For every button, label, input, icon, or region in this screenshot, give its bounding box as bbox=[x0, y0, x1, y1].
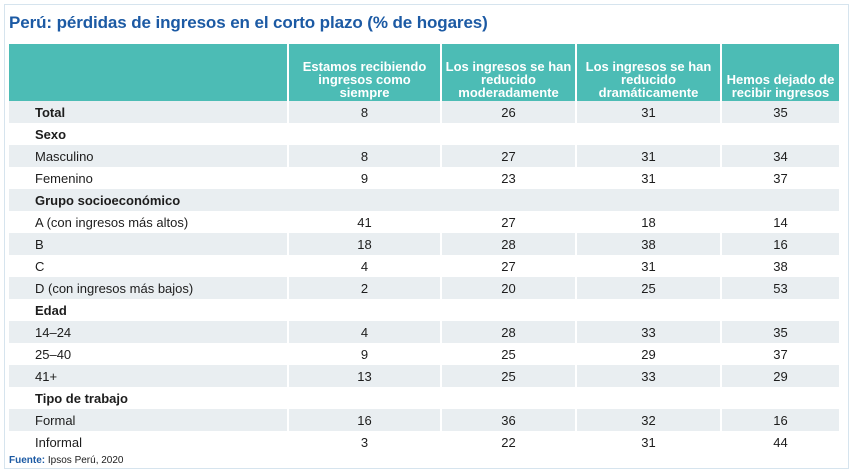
group-heading: Edad bbox=[9, 299, 839, 321]
header-col-2: Los ingresos se han reducido moderadamen… bbox=[440, 44, 576, 101]
group-heading: Tipo de trabajo bbox=[9, 387, 839, 409]
cell-value: 3 bbox=[287, 431, 441, 453]
group-row-edad: Edad bbox=[9, 299, 839, 321]
cell-value: 23 bbox=[440, 167, 576, 189]
group-row-grupo: Grupo socioeconómico bbox=[9, 189, 839, 211]
row-label: 41+ bbox=[9, 365, 288, 387]
cell-value: 37 bbox=[720, 343, 839, 365]
cell-value: 20 bbox=[440, 277, 576, 299]
cell-value: 32 bbox=[575, 409, 721, 431]
table-row-25-40: 25–40 9 25 29 37 bbox=[9, 343, 839, 365]
cell-value: 25 bbox=[440, 365, 576, 387]
cell-value: 35 bbox=[720, 321, 839, 343]
group-heading: Grupo socioeconómico bbox=[9, 189, 839, 211]
cell-value: 41 bbox=[287, 211, 441, 233]
cell-value: 37 bbox=[720, 167, 839, 189]
table-row-a: A (con ingresos más altos) 41 27 18 14 bbox=[9, 211, 839, 233]
table-row-formal: Formal 16 36 32 16 bbox=[9, 409, 839, 431]
table-row-femenino: Femenino 9 23 31 37 bbox=[9, 167, 839, 189]
cell-value: 33 bbox=[575, 321, 721, 343]
cell-value: 38 bbox=[720, 255, 839, 277]
cell-value: 31 bbox=[575, 145, 721, 167]
table-row-41plus: 41+ 13 25 33 29 bbox=[9, 365, 839, 387]
cell-value: 28 bbox=[440, 321, 576, 343]
cell-value: 44 bbox=[720, 431, 839, 453]
cell-value: 28 bbox=[440, 233, 576, 255]
income-loss-table: Estamos recibiendo ingresos como siempre… bbox=[9, 44, 839, 453]
cell-value: 27 bbox=[440, 145, 576, 167]
table-row-b: B 18 28 38 16 bbox=[9, 233, 839, 255]
cell-value: 35 bbox=[720, 101, 839, 123]
cell-value: 4 bbox=[287, 255, 441, 277]
cell-value: 9 bbox=[287, 167, 441, 189]
cell-value: 8 bbox=[287, 101, 441, 123]
table-row-masculino: Masculino 8 27 31 34 bbox=[9, 145, 839, 167]
header-blank bbox=[9, 44, 288, 101]
header-col-3: Los ingresos se han reducido dramáticame… bbox=[575, 44, 721, 101]
row-label: Femenino bbox=[9, 167, 288, 189]
cell-value: 31 bbox=[575, 255, 721, 277]
cell-value: 27 bbox=[440, 211, 576, 233]
row-label: Formal bbox=[9, 409, 288, 431]
header-row: Estamos recibiendo ingresos como siempre… bbox=[9, 44, 839, 101]
table-row-c: C 4 27 31 38 bbox=[9, 255, 839, 277]
cell-value: 16 bbox=[720, 233, 839, 255]
cell-value: 26 bbox=[440, 101, 576, 123]
group-heading: Sexo bbox=[9, 123, 839, 145]
cell-value: 31 bbox=[575, 101, 721, 123]
cell-value: 4 bbox=[287, 321, 441, 343]
cell-value: 29 bbox=[575, 343, 721, 365]
row-label: C bbox=[9, 255, 288, 277]
cell-value: 38 bbox=[575, 233, 721, 255]
row-label: Masculino bbox=[9, 145, 288, 167]
row-label: 25–40 bbox=[9, 343, 288, 365]
row-label: 14–24 bbox=[9, 321, 288, 343]
cell-value: 31 bbox=[575, 167, 721, 189]
cell-value: 27 bbox=[440, 255, 576, 277]
group-row-tipo: Tipo de trabajo bbox=[9, 387, 839, 409]
cell-value: 8 bbox=[287, 145, 441, 167]
source-note: Fuente: Ipsos Perú, 2020 bbox=[9, 455, 124, 466]
cell-value: 14 bbox=[720, 211, 839, 233]
cell-value: 25 bbox=[575, 277, 721, 299]
source-text: Ipsos Perú, 2020 bbox=[47, 455, 124, 466]
cell-value: 33 bbox=[575, 365, 721, 387]
cell-value: 53 bbox=[720, 277, 839, 299]
row-label: B bbox=[9, 233, 288, 255]
header-col-1: Estamos recibiendo ingresos como siempre bbox=[287, 44, 441, 101]
row-label: Informal bbox=[9, 431, 288, 453]
cell-value: 36 bbox=[440, 409, 576, 431]
figure-frame bbox=[4, 4, 849, 469]
header-col-4: Hemos dejado de recibir ingresos bbox=[720, 44, 839, 101]
table-row-14-24: 14–24 4 28 33 35 bbox=[9, 321, 839, 343]
table-row-informal: Informal 3 22 31 44 bbox=[9, 431, 839, 453]
source-label: Fuente: bbox=[9, 455, 46, 466]
cell-value: 22 bbox=[440, 431, 576, 453]
cell-value: 18 bbox=[287, 233, 441, 255]
cell-value: 16 bbox=[287, 409, 441, 431]
table-row-total: Total 8 26 31 35 bbox=[9, 101, 839, 123]
cell-value: 31 bbox=[575, 431, 721, 453]
cell-value: 25 bbox=[440, 343, 576, 365]
row-label: Total bbox=[9, 101, 288, 123]
cell-value: 34 bbox=[720, 145, 839, 167]
cell-value: 18 bbox=[575, 211, 721, 233]
cell-value: 2 bbox=[287, 277, 441, 299]
row-label: A (con ingresos más altos) bbox=[9, 211, 288, 233]
cell-value: 29 bbox=[720, 365, 839, 387]
cell-value: 13 bbox=[287, 365, 441, 387]
group-row-sexo: Sexo bbox=[9, 123, 839, 145]
cell-value: 16 bbox=[720, 409, 839, 431]
row-label: D (con ingresos más bajos) bbox=[9, 277, 288, 299]
table-row-d: D (con ingresos más bajos) 2 20 25 53 bbox=[9, 277, 839, 299]
cell-value: 9 bbox=[287, 343, 441, 365]
table-title: Perú: pérdidas de ingresos en el corto p… bbox=[9, 13, 488, 32]
